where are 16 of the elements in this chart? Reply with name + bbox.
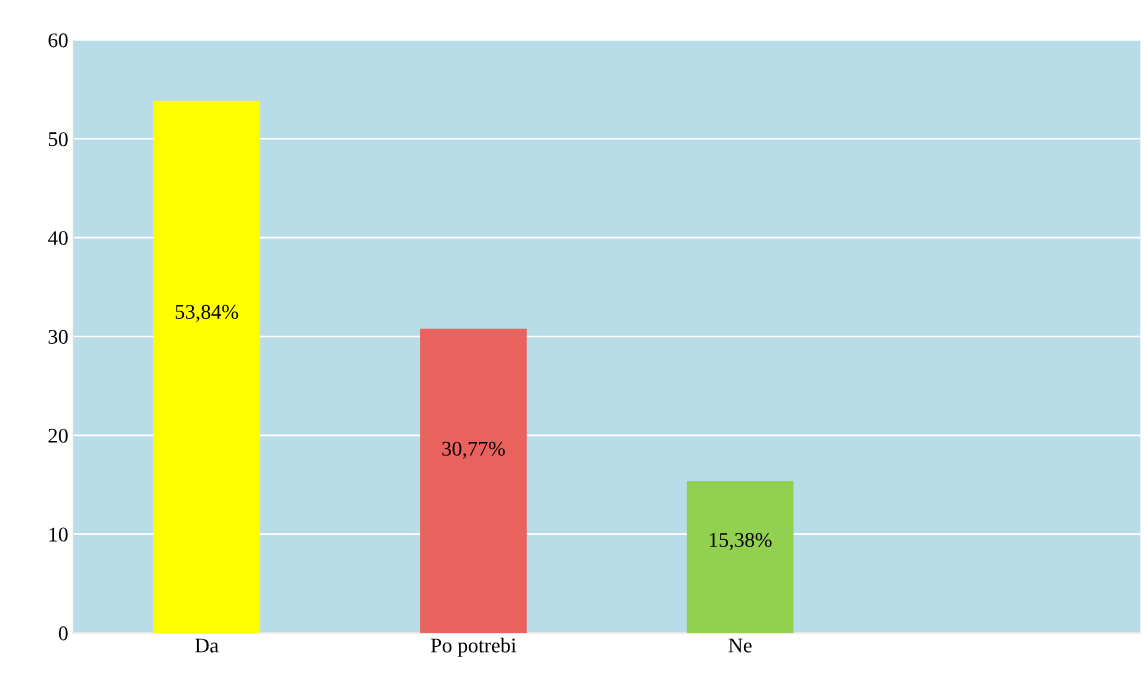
x-tick-label: Po potrebi xyxy=(430,637,517,657)
x-tick-label: Da xyxy=(195,638,219,653)
data-label: 30,77% xyxy=(442,441,505,459)
bar xyxy=(686,480,794,633)
bar xyxy=(420,328,527,633)
y-tick-label: 40 xyxy=(48,231,68,246)
data-label: 53,84% xyxy=(175,304,239,322)
y-tick-label: 60 xyxy=(48,33,68,48)
y-tick-label: 20 xyxy=(48,428,68,443)
bar xyxy=(153,100,261,633)
y-tick-label: 10 xyxy=(49,527,68,542)
x-tick-label: Ne xyxy=(728,638,752,653)
data-label: 15,38% xyxy=(709,532,772,550)
y-tick-label: 30 xyxy=(48,329,68,344)
y-tick-label: 0 xyxy=(58,626,68,641)
y-tick-label: 50 xyxy=(48,132,68,147)
